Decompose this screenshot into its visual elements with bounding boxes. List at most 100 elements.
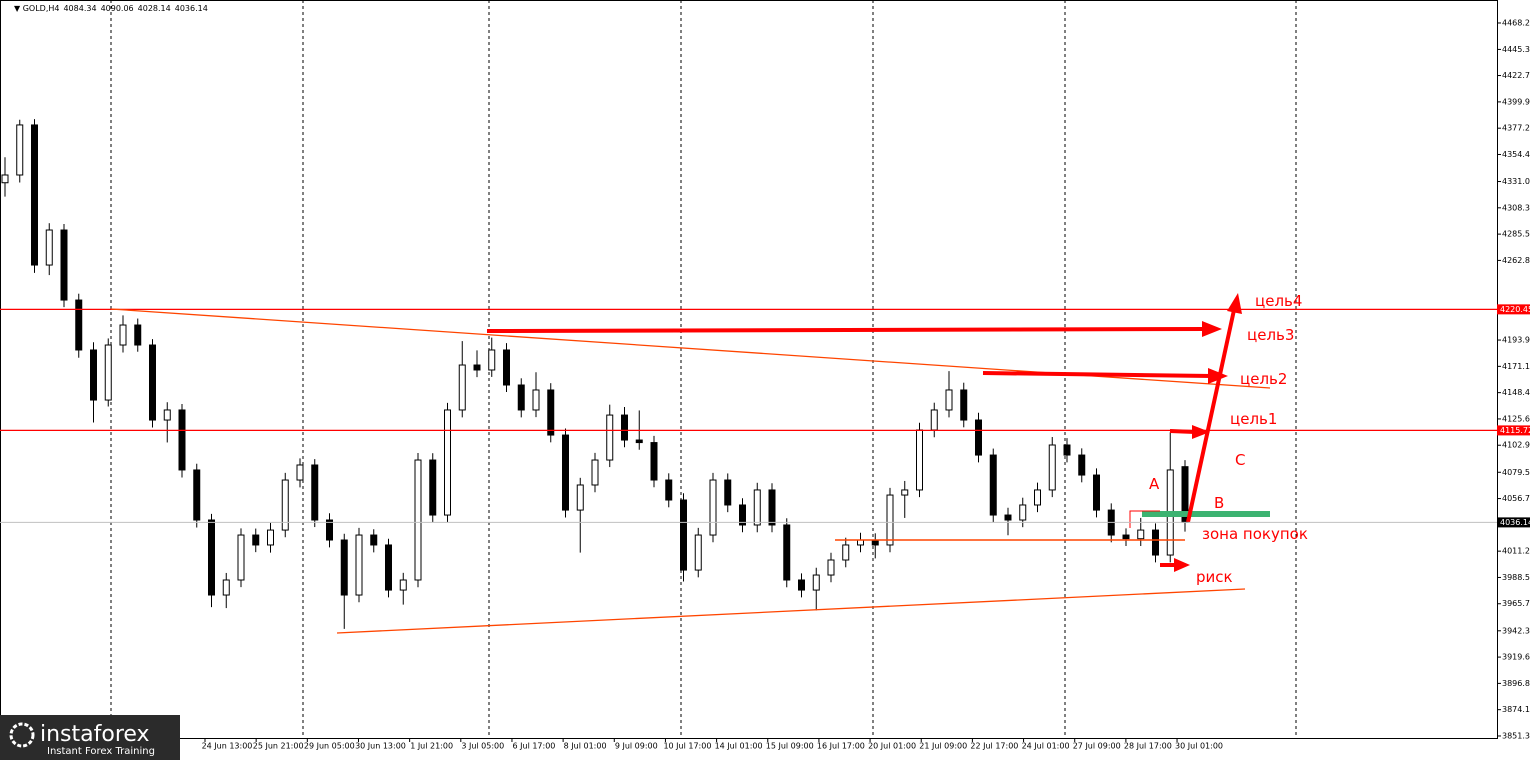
y-tick-label: 4445.35	[1502, 45, 1530, 54]
x-tick-label: 1 Jul 21:00	[410, 742, 453, 751]
candle-body	[783, 524, 791, 581]
x-tick-label: 22 Jul 17:00	[970, 742, 1018, 751]
candle-body	[1078, 454, 1086, 476]
candle-body	[621, 414, 628, 441]
x-tick-label: 24 Jul 01:00	[1022, 742, 1070, 751]
level-label: 4115.72	[1500, 426, 1530, 435]
annotation: A	[1149, 475, 1160, 493]
candle-body	[871, 539, 879, 546]
candle-body	[886, 494, 894, 546]
candle-body	[31, 124, 38, 266]
candle-body	[149, 344, 156, 421]
header-ohlc: 4084.34	[63, 4, 96, 13]
candle-body	[237, 534, 245, 581]
x-tick-label: 27 Jul 09:00	[1073, 742, 1121, 751]
x-tick-label: 8 Jul 01:00	[564, 742, 607, 751]
candle-body	[370, 534, 378, 546]
candle-body	[444, 409, 451, 516]
x-tick-label: 16 Jul 17:00	[817, 742, 865, 751]
x-tick-label: 9 Jul 09:00	[615, 742, 658, 751]
candle-body	[1063, 444, 1071, 456]
candle-body	[724, 479, 732, 506]
annotation: B	[1214, 494, 1224, 512]
y-tick-label: 3919.6	[1502, 653, 1530, 662]
candle-body	[458, 364, 466, 411]
candle-body	[562, 434, 569, 511]
candle-body	[768, 489, 776, 526]
candle-body	[576, 484, 584, 511]
candle-body	[945, 389, 953, 411]
y-tick-label: 4399.95	[1502, 97, 1530, 106]
candle-body	[665, 479, 673, 501]
y-tick-label: 4102.9	[1502, 441, 1530, 450]
candle-body	[812, 574, 820, 591]
y-tick-label: 4331.05	[1502, 177, 1530, 186]
candle-body	[311, 464, 319, 521]
candle-body	[709, 479, 717, 536]
candle-body	[1137, 529, 1145, 540]
level-label-box	[1497, 425, 1530, 436]
y-tick-label: 4011.25	[1502, 547, 1530, 556]
y-tick-label: 4079.5	[1502, 468, 1530, 477]
candle-body	[399, 579, 407, 591]
candle-body	[119, 324, 127, 346]
candle-body	[857, 539, 864, 546]
y-tick-label: 4262.8	[1502, 256, 1530, 265]
x-tick-label: 25 Jun 21:00	[253, 742, 304, 751]
y-tick-label: 4056.75	[1502, 494, 1530, 503]
annotation: цель4	[1255, 292, 1302, 310]
annotation: риск	[1196, 568, 1233, 586]
candle-body	[267, 529, 274, 546]
level-label: 4220.45	[1500, 305, 1530, 314]
candle-body	[355, 534, 363, 596]
candle-body	[163, 409, 171, 421]
x-tick-label: 20 Jul 01:00	[868, 742, 916, 751]
candle-body	[503, 349, 510, 386]
y-tick-label: 4308.3	[1502, 203, 1530, 212]
x-tick-label: 6 Jul 17:00	[513, 742, 556, 751]
candle-body	[650, 442, 658, 481]
candle-body	[488, 349, 496, 371]
plot-frame	[0, 0, 1498, 739]
candle-body	[326, 519, 333, 541]
candle-body	[193, 469, 201, 521]
candle-body	[989, 454, 997, 516]
period-separators	[110, 0, 1297, 738]
candle-body	[75, 299, 83, 351]
candles	[1, 119, 1189, 629]
candle-body	[60, 229, 68, 301]
annotation: цель3	[1247, 326, 1294, 344]
y-tick-label: 3988.5	[1502, 573, 1530, 582]
levels: 4220.45 4115.72	[0, 304, 1530, 436]
annotation: цель1	[1230, 410, 1277, 428]
candle-body	[1093, 474, 1100, 511]
menu-arrow: ▼	[14, 4, 23, 13]
x-tick-label: 15 Jul 09:00	[766, 742, 814, 751]
candle-body	[222, 579, 230, 596]
candle-body	[680, 499, 687, 571]
candle-body	[104, 344, 112, 401]
candle-body	[296, 464, 304, 481]
x-tick-label: 14 Jul 01:00	[715, 742, 763, 751]
candle-body	[1034, 489, 1041, 506]
x-tick-label: 24 Jun 13:00	[202, 742, 253, 751]
candle-body	[916, 429, 923, 491]
candle-body	[798, 579, 805, 591]
logo-icon	[9, 722, 35, 748]
header-ohlc: 4028.14	[138, 4, 171, 13]
candle-body	[414, 459, 422, 581]
candle-body	[1004, 514, 1012, 521]
candle-body	[975, 419, 982, 456]
candle-body	[340, 539, 348, 596]
candle-body	[45, 229, 53, 266]
candle-body	[694, 534, 702, 571]
y-tick-label: 3874.1	[1502, 705, 1530, 714]
candle-body	[842, 544, 850, 561]
chart-header: ▼ GOLD,H4 4084.34 4090.06 4028.14 4036.14	[14, 4, 208, 13]
header-ohlc: 4036.14	[175, 4, 208, 13]
logo-tagline: Instant Forex Training	[47, 746, 155, 757]
header-ohlc: 4090.06	[101, 4, 134, 13]
candle-body	[1122, 534, 1130, 540]
